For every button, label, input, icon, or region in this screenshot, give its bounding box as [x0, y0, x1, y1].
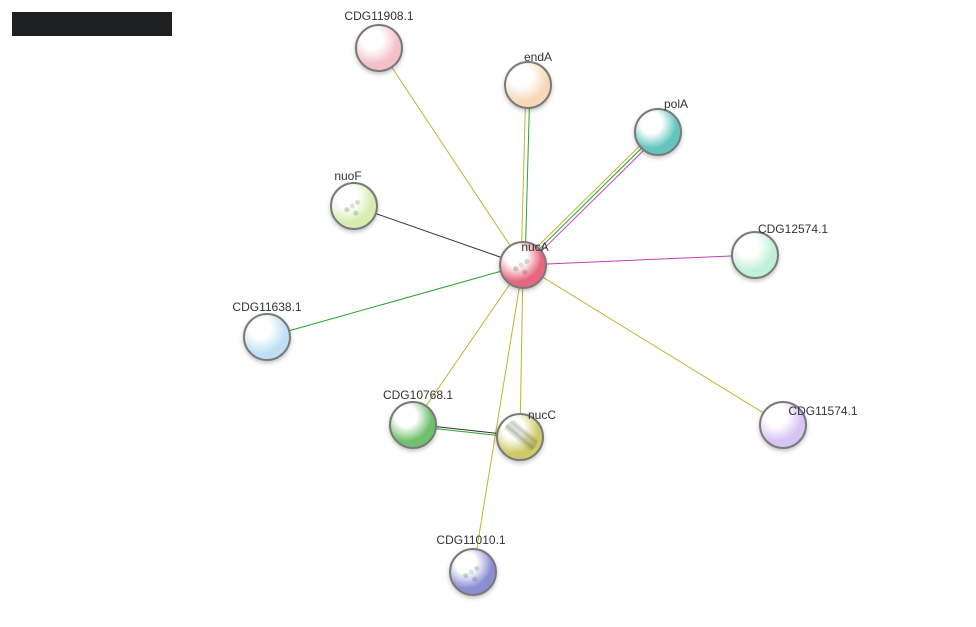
edge-line [543, 278, 762, 413]
edge-line [377, 214, 501, 257]
node-label-polA: polA [664, 97, 688, 111]
node-CDG11638[interactable] [243, 313, 291, 361]
node-label-CDG11010: CDG11010.1 [436, 533, 505, 547]
node-label-nuoF: nuoF [334, 169, 361, 183]
edge-line [542, 151, 643, 250]
node-CDG11010[interactable] [449, 548, 497, 596]
node-polA[interactable] [634, 108, 682, 156]
node-texture [455, 554, 491, 590]
node-label-CDG10768: CDG10768.1 [383, 388, 453, 402]
edge-line [540, 149, 641, 248]
node-label-CDG11638: CDG11638.1 [232, 300, 301, 314]
node-nucA[interactable] [499, 241, 547, 289]
node-CDG10768[interactable] [389, 401, 437, 449]
edge-line [290, 272, 500, 331]
node-endA[interactable] [504, 61, 552, 109]
edge-layer [0, 0, 976, 627]
top-dark-bar [12, 12, 172, 36]
edge-line [547, 256, 731, 264]
node-label-CDG11908: CDG11908.1 [344, 9, 413, 23]
node-label-CDG12574: CDG12574.1 [758, 222, 828, 236]
edge-line [522, 109, 526, 241]
edge-line [392, 68, 509, 245]
node-nuoF[interactable] [330, 182, 378, 230]
node-texture [502, 419, 538, 455]
node-texture [505, 247, 541, 283]
node-nucC[interactable] [496, 413, 544, 461]
node-CDG11908[interactable] [355, 24, 403, 72]
edge-line [427, 285, 510, 405]
edge-line [526, 109, 530, 241]
edge-line [538, 147, 639, 246]
network-canvas: nucACDG11908.1endApolACDG12574.1CDG11574… [0, 0, 976, 627]
node-CDG12574[interactable] [731, 231, 779, 279]
node-CDG11574[interactable] [759, 401, 807, 449]
edge-line [520, 289, 522, 413]
edge-line [437, 429, 496, 436]
node-texture [336, 188, 372, 224]
edge-line [437, 427, 496, 434]
